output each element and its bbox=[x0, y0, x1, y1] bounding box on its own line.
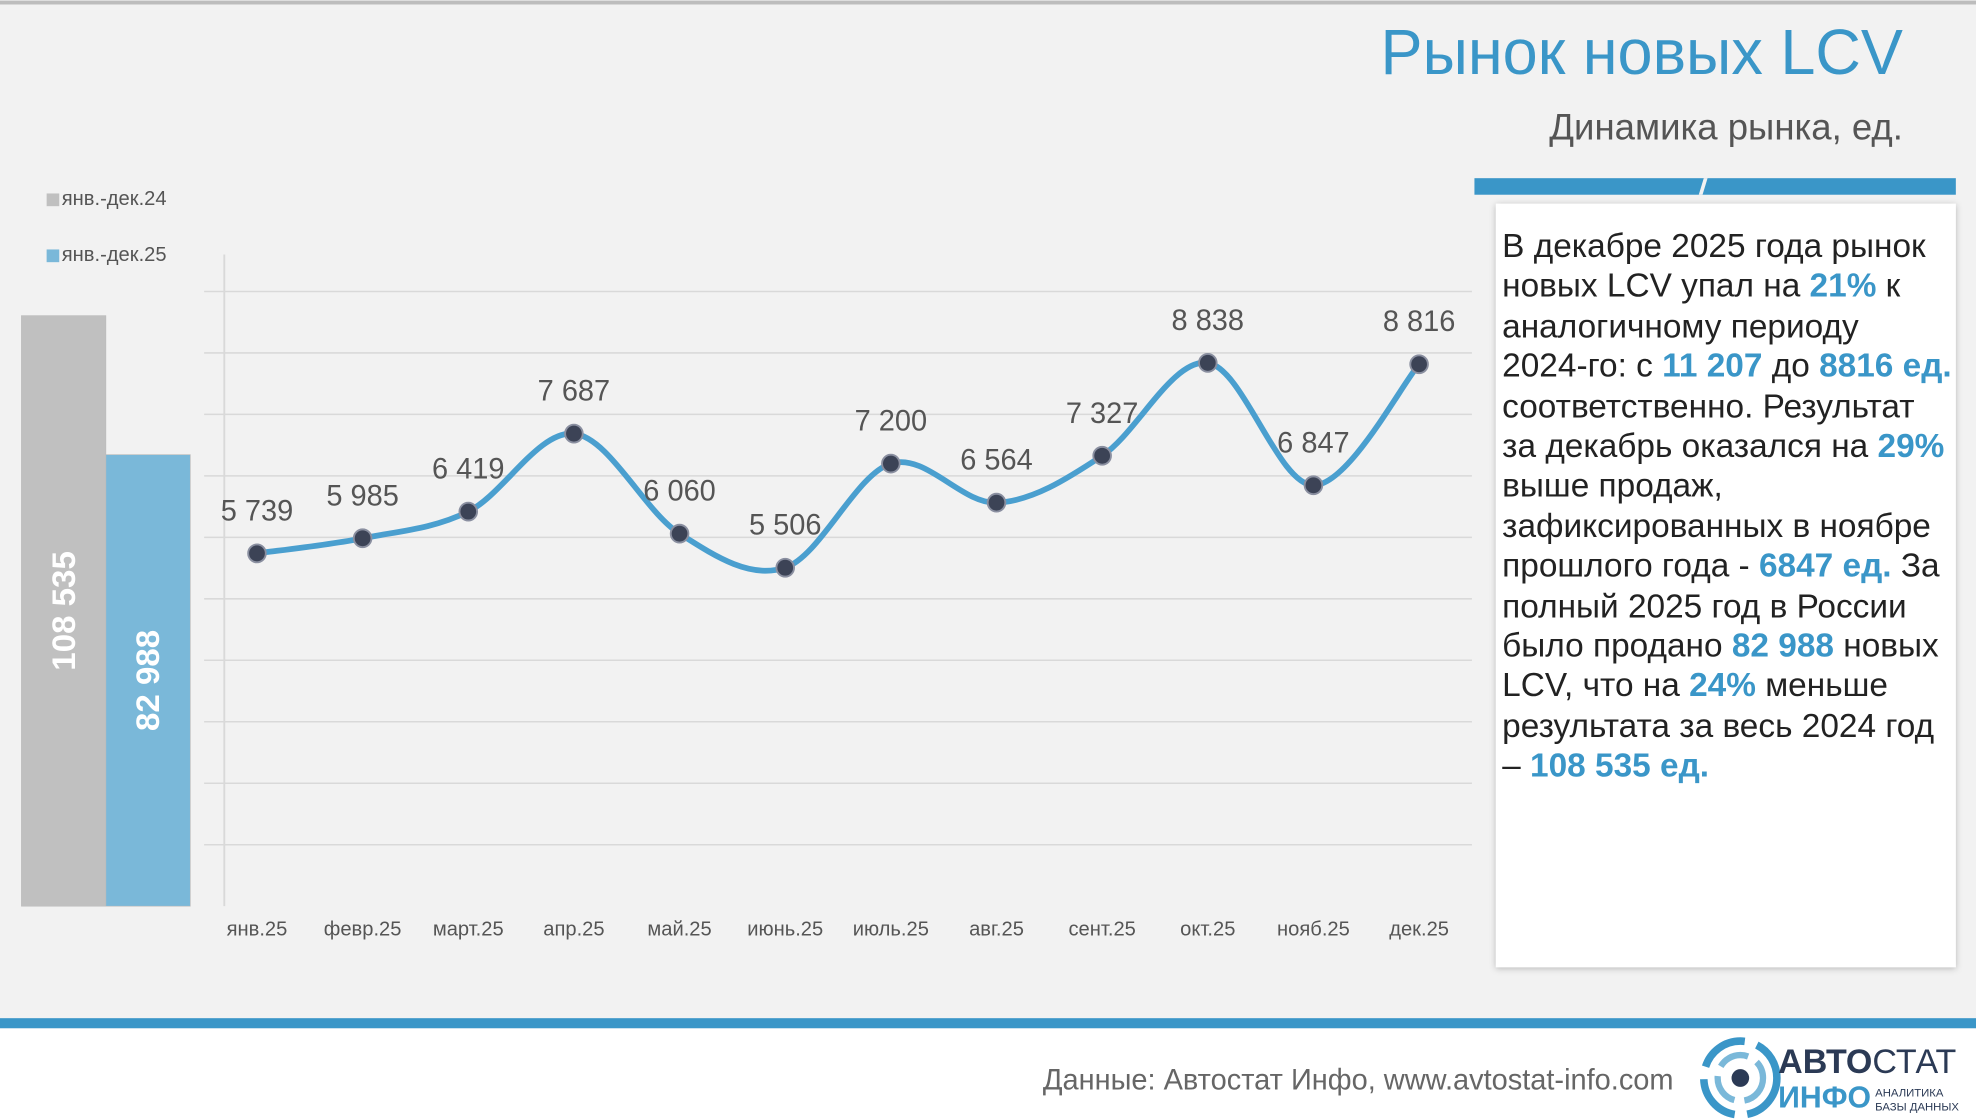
value-label: 6 847 bbox=[1277, 427, 1349, 459]
comment-panel bbox=[1495, 203, 1956, 968]
comment-text: до bbox=[1762, 346, 1820, 385]
logo-bottom: ИНФО bbox=[1778, 1081, 1871, 1115]
legend-swatch bbox=[46, 249, 60, 263]
x-tick-label: июль.25 bbox=[853, 919, 929, 941]
bar-value-label: 108 535 bbox=[45, 551, 82, 671]
comment-highlight: 6847 ед. bbox=[1758, 546, 1892, 585]
logo-ring bbox=[1700, 1037, 1781, 1119]
marker bbox=[1409, 354, 1429, 375]
marker bbox=[881, 453, 901, 474]
logo-tag: БАЗЫ ДАННЫХ bbox=[1875, 1101, 1959, 1113]
value-label: 6 419 bbox=[432, 453, 504, 485]
comment-highlight: 11 207 bbox=[1662, 346, 1763, 385]
x-tick-label: июнь.25 bbox=[747, 919, 823, 941]
x-tick-label: февр.25 bbox=[324, 919, 402, 941]
x-tick-label: апр.25 bbox=[543, 919, 604, 941]
comment-text: В декабре 2025 года рынок новых LCV упал… bbox=[1502, 226, 1926, 305]
value-label: 7 200 bbox=[855, 405, 927, 437]
logo-top-bold: АВТО bbox=[1778, 1043, 1872, 1081]
comment-highlight: 8816 ед. bbox=[1819, 346, 1952, 385]
header-notch bbox=[1698, 178, 1708, 195]
x-tick-label: дек.25 bbox=[1389, 919, 1449, 941]
bar-value-label: 82 988 bbox=[129, 630, 166, 731]
footer-band bbox=[0, 1028, 1976, 1120]
x-tick-label: авг.25 bbox=[969, 919, 1024, 941]
comment-frame: В декабре 2025 года рынок новых LCV упал… bbox=[1502, 227, 1953, 787]
legend-label: янв.-дек.24 bbox=[62, 188, 167, 210]
logo-top-regular: СТАТ bbox=[1872, 1043, 1956, 1081]
comment-highlight: 29% bbox=[1877, 426, 1945, 465]
comment-text: меньше результата за весь 2024 год – bbox=[1502, 666, 1935, 785]
x-tick-label: окт.25 bbox=[1180, 919, 1235, 941]
value-label: 7 687 bbox=[538, 376, 610, 408]
marker bbox=[564, 423, 584, 444]
marker bbox=[247, 543, 267, 564]
marker bbox=[1198, 353, 1218, 373]
comment-text: к аналогичному периоду 2024-го: с bbox=[1502, 266, 1901, 385]
marker bbox=[986, 492, 1007, 513]
value-label: 7 327 bbox=[1066, 398, 1138, 430]
value-label: 5 506 bbox=[749, 510, 821, 542]
x-tick-label: май.25 bbox=[647, 919, 711, 941]
comment-text: За полный 2025 год в России было продано bbox=[1502, 546, 1940, 665]
marker bbox=[458, 501, 479, 522]
legend-swatch bbox=[46, 193, 60, 207]
logo-ring-inner bbox=[1714, 1051, 1767, 1105]
comment-highlight: 108 535 ед. bbox=[1530, 746, 1710, 785]
bar bbox=[105, 454, 191, 907]
subtitle: Динамика рынка, ед. bbox=[1549, 106, 1903, 147]
marker bbox=[1092, 445, 1112, 466]
commentary: В декабре 2025 года рынок новых LCV упал… bbox=[1502, 227, 1953, 787]
value-label: 5 739 bbox=[221, 495, 293, 527]
comment-text: выше продаж, зафиксированных в ноябре пр… bbox=[1502, 466, 1931, 585]
value-label: 8 838 bbox=[1172, 305, 1244, 337]
comment-highlight: 82 988 bbox=[1731, 626, 1835, 665]
value-label: 6 060 bbox=[643, 476, 715, 508]
x-tick-label: янв.25 bbox=[227, 919, 288, 941]
x-tick-label: сент.25 bbox=[1068, 919, 1135, 941]
title: Рынок новых LCV bbox=[1381, 18, 1903, 88]
comment-highlight: 21% bbox=[1809, 266, 1877, 305]
value-label: 8 816 bbox=[1383, 306, 1455, 338]
comment-text: новых LCV, что на bbox=[1502, 626, 1939, 705]
footer-stripe bbox=[0, 1018, 1976, 1029]
x-tick-label: нояб.25 bbox=[1277, 919, 1350, 941]
bar bbox=[21, 315, 107, 907]
marker bbox=[775, 557, 795, 578]
value-label: 5 985 bbox=[326, 480, 398, 512]
source: Данные: Автостат Инфо, www.avtostat-info… bbox=[1043, 1064, 1674, 1096]
logo-mark bbox=[1700, 1037, 1781, 1119]
marker bbox=[669, 523, 690, 544]
logo-top: АВТОСТАТ bbox=[1778, 1043, 1956, 1081]
marker bbox=[1303, 475, 1324, 496]
value-label: 6 564 bbox=[960, 445, 1032, 477]
logo-tag: АНАЛИТИКА bbox=[1875, 1087, 1944, 1099]
comment-text: соответственно. Результат за декабрь ока… bbox=[1502, 386, 1915, 465]
header-bar bbox=[1474, 178, 1956, 195]
marker bbox=[352, 528, 373, 549]
x-tick-label: март.25 bbox=[433, 919, 504, 941]
legend-label: янв.-дек.25 bbox=[62, 244, 167, 266]
logo-core bbox=[1731, 1069, 1750, 1087]
comment-highlight: 24% bbox=[1689, 666, 1756, 705]
